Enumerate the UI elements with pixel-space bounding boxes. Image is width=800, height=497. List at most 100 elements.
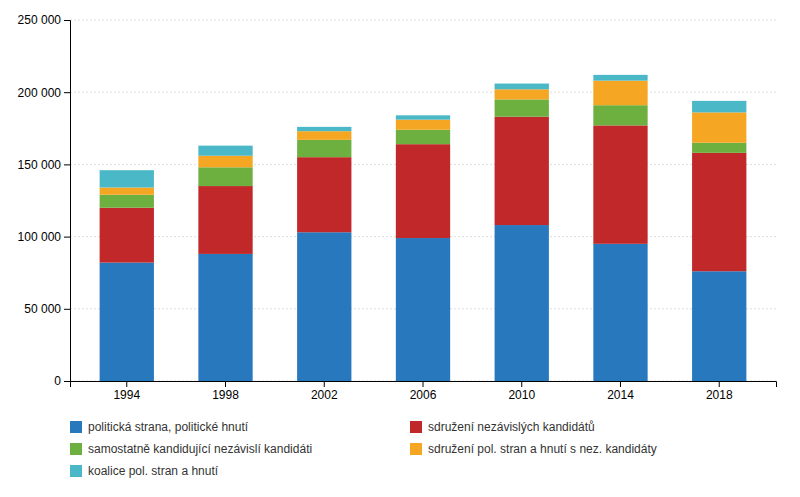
grid-line: [70, 20, 776, 21]
bar: [396, 115, 450, 119]
tick: 250 000: [18, 13, 70, 27]
series: [100, 81, 747, 195]
tick-mark: [423, 381, 424, 387]
legend-swatch: [70, 421, 82, 433]
legend: politická strana, politické hnutí sdružen…: [70, 420, 657, 478]
tick: 50 000: [24, 302, 70, 316]
tick-label: 2018: [706, 388, 733, 402]
plot: 1994 1998 2002 2006 2010 2014 2018 0 50 000 100 0…: [18, 13, 777, 401]
y-axis: 0 50 000 100 000 150 000 200 000 250 000: [18, 13, 71, 388]
bar: [396, 120, 450, 130]
series: [100, 117, 747, 272]
tick-label: 2002: [311, 388, 338, 402]
tick-mark: [225, 381, 226, 387]
bar: [692, 271, 746, 381]
bar: [495, 117, 549, 225]
bar: [692, 153, 746, 271]
tick-mark: [64, 237, 70, 238]
bar: [297, 127, 351, 131]
tick: 0: [54, 374, 70, 388]
tick: 1994: [113, 381, 140, 402]
tick-label: 2006: [410, 388, 437, 402]
legend-item: sdružení pol. stran a hnutí s nez. kandi…: [410, 442, 657, 456]
legend-swatch: [70, 443, 82, 455]
series: [100, 75, 747, 188]
tick-mark: [126, 381, 127, 387]
tick-label: 200 000: [18, 86, 62, 100]
legend-item: samostatně kandidující nezávislí kandidá…: [70, 442, 312, 456]
bar: [297, 131, 351, 140]
bar: [593, 75, 647, 81]
bar: [198, 254, 252, 381]
tick-label: 2010: [508, 388, 535, 402]
tick-mark: [620, 381, 621, 387]
bar: [297, 140, 351, 157]
tick: 2006: [410, 381, 437, 402]
bar: [692, 101, 746, 113]
bar: [100, 208, 154, 263]
tick-mark: [521, 381, 522, 387]
legend-label: samostatně kandidující nezávislí kandidá…: [88, 442, 312, 456]
legend-label: koalice pol. stran a hnutí: [88, 464, 219, 478]
bar: [495, 225, 549, 381]
bar: [198, 186, 252, 254]
legend-item: koalice pol. stran a hnutí: [70, 464, 219, 478]
bar: [396, 130, 450, 144]
tick-label: 1994: [113, 388, 140, 402]
legend-label: politická strana, politické hnutí: [88, 420, 249, 434]
bar: [198, 146, 252, 156]
tick: 150 000: [18, 158, 70, 172]
tick-mark: [64, 20, 70, 21]
series: [100, 99, 747, 207]
bar: [100, 195, 154, 208]
tick-mark: [64, 164, 70, 165]
tick-mark: [719, 381, 720, 387]
legend-label: sdružení pol. stran a hnutí s nez. kandi…: [428, 442, 657, 456]
tick: 1998: [212, 381, 239, 402]
tick-mark: [324, 381, 325, 387]
bar: [100, 170, 154, 187]
tick-label: 50 000: [24, 302, 61, 316]
axis-line: [71, 382, 777, 388]
bar: [495, 99, 549, 116]
tick-label: 0: [54, 374, 61, 388]
bars: [100, 75, 747, 381]
grid: [70, 20, 776, 381]
tick-label: 1998: [212, 388, 239, 402]
tick: 200 000: [18, 86, 70, 100]
x-axis: 1994 1998 2002 2006 2010 2014 2018: [71, 381, 777, 402]
tick: 2014: [607, 381, 634, 402]
tick: 2002: [311, 381, 338, 402]
bar: [297, 157, 351, 232]
tick-label: 100 000: [18, 230, 62, 244]
legend-item: politická strana, politické hnutí: [70, 420, 249, 434]
legend-swatch: [410, 443, 422, 455]
legend-label: sdružení nezávislých kandidátů: [428, 420, 595, 434]
tick-label: 150 000: [18, 158, 62, 172]
bar: [593, 125, 647, 243]
tick-mark: [64, 381, 70, 382]
bar: [297, 232, 351, 381]
tick: 2010: [508, 381, 535, 402]
bar: [692, 112, 746, 142]
tick-label: 250 000: [18, 13, 62, 27]
bar: [593, 105, 647, 125]
bar: [396, 144, 450, 238]
series: [100, 225, 747, 381]
bar: [198, 167, 252, 186]
bar: [692, 143, 746, 153]
tick: 100 000: [18, 230, 70, 244]
axis-line: [64, 21, 71, 382]
bar: [593, 244, 647, 381]
legend-item: sdružení nezávislých kandidátů: [410, 420, 595, 434]
bar: [495, 89, 549, 99]
tick-label: 2014: [607, 388, 634, 402]
tick-mark: [64, 92, 70, 93]
legend-swatch: [70, 465, 82, 477]
grid-line: [70, 92, 776, 93]
bar: [198, 156, 252, 168]
bar: [495, 84, 549, 90]
bar: [396, 238, 450, 381]
tick-mark: [64, 309, 70, 310]
bar: [100, 188, 154, 195]
